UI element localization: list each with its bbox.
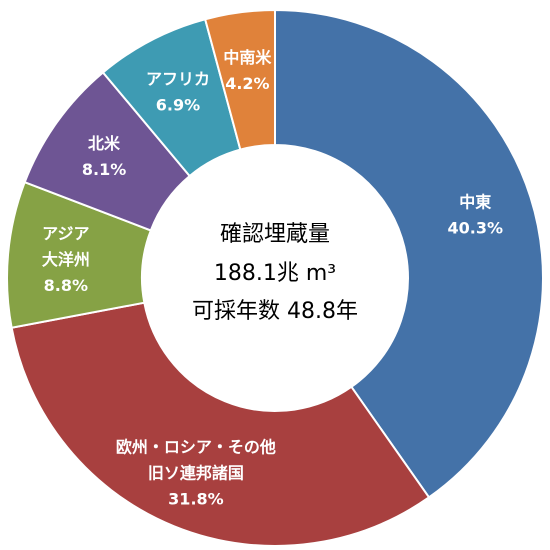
slice-name-label: 欧州・ロシア・その他 <box>116 438 276 457</box>
slices-layer <box>6 8 544 547</box>
slice-value-label: 6.9% <box>156 96 200 115</box>
slice-1 <box>10 301 431 547</box>
center-reserves: 188.1兆 m³ <box>214 261 336 286</box>
center-label-group: 確認埋蔵量 188.1兆 m³ 可採年数 48.8年 <box>192 222 358 324</box>
slice-name-label: アフリカ <box>146 70 210 89</box>
center-title: 確認埋蔵量 <box>220 222 330 247</box>
slice-value-label: 4.2% <box>225 74 269 93</box>
slice-0 <box>274 8 544 499</box>
slice-name-label: 中南米 <box>223 48 272 67</box>
slice-value-label: 40.3% <box>447 219 503 238</box>
slice-name-label: 旧ソ連邦諸国 <box>148 464 244 483</box>
slice-label-0: 中東 40.3% <box>447 193 503 238</box>
slice-name-label: アジア <box>42 224 89 243</box>
slice-5 <box>203 8 276 151</box>
slice-name-label: 北米 <box>88 134 121 153</box>
slice-label-3: 北米 8.1% <box>82 134 126 179</box>
slice-label-5: 中南米 4.2% <box>223 48 272 93</box>
center-reserve-years: 可採年数 48.8年 <box>192 299 358 324</box>
slice-value-label: 31.8% <box>168 490 224 509</box>
slice-name-label: 中東 <box>459 193 491 212</box>
slice-value-label: 8.8% <box>44 276 88 295</box>
slice-label-4: アフリカ 6.9% <box>146 70 210 115</box>
slice-value-label: 8.1% <box>82 160 126 179</box>
slice-name-label: 大洋州 <box>42 250 90 269</box>
